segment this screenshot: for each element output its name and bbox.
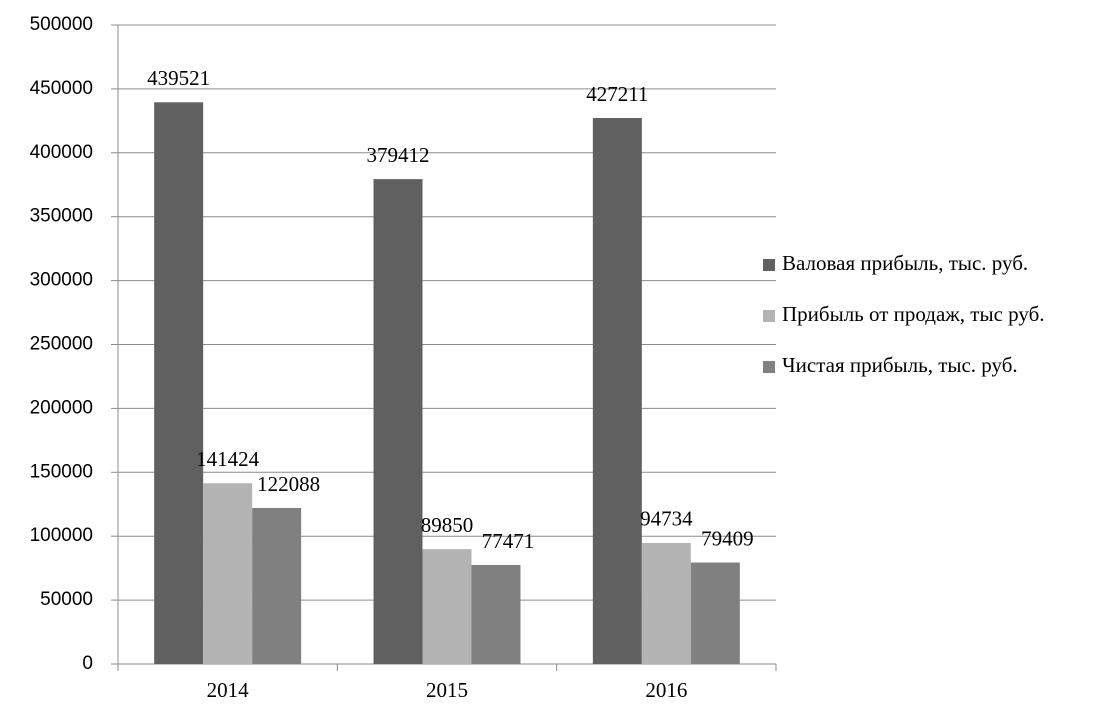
bar [203, 483, 253, 664]
bar [592, 118, 642, 664]
y-tick-label: 250000 [30, 334, 93, 355]
bar [641, 542, 691, 664]
legend-label: Валовая прибыль, тыс. руб. [782, 251, 1028, 275]
y-tick-label: 50000 [40, 589, 93, 610]
bar [471, 564, 521, 664]
y-tick-label: 300000 [30, 270, 93, 291]
y-tick-label: 100000 [30, 525, 93, 546]
x-tick-label: 2014 [207, 678, 250, 702]
data-label: 77471 [482, 529, 535, 553]
bar [154, 102, 204, 664]
data-label: 379412 [367, 143, 430, 167]
y-tick-label: 0 [82, 653, 93, 674]
data-label: 427211 [586, 82, 648, 106]
data-label: 79409 [701, 526, 754, 550]
x-tick-label: 2016 [645, 678, 687, 702]
x-tick-label: 2015 [426, 678, 468, 702]
y-tick-label: 200000 [30, 397, 93, 418]
y-tick-label: 350000 [30, 206, 93, 227]
data-label: 94734 [640, 507, 693, 531]
y-tick-label: 150000 [30, 461, 93, 482]
legend-label: Прибыль от продаж, тыс руб. [782, 302, 1045, 326]
legend-swatch [763, 259, 775, 271]
legend-swatch [763, 361, 775, 373]
data-label: 439521 [147, 66, 210, 90]
data-label: 141424 [196, 447, 260, 471]
legend-swatch [763, 310, 775, 322]
data-label: 122088 [257, 472, 320, 496]
bar [690, 562, 740, 664]
legend-label: Чистая прибыль, тыс. руб. [782, 353, 1018, 377]
bar [373, 179, 423, 665]
y-tick-label: 450000 [30, 78, 93, 99]
bar [252, 507, 302, 664]
data-label: 89850 [421, 513, 474, 537]
bar [422, 549, 472, 664]
y-tick-label: 400000 [30, 142, 93, 163]
y-tick-label: 500000 [30, 14, 93, 35]
